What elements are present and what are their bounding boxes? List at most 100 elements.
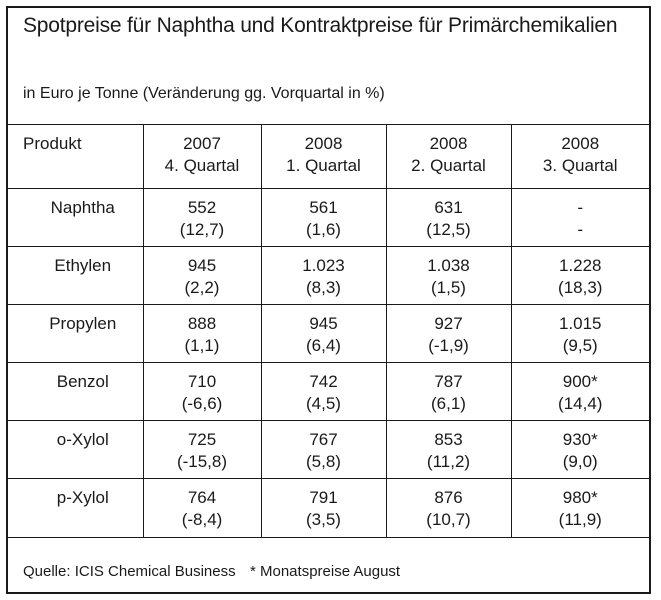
price-cell: 945 (6,4) [260, 304, 386, 363]
table-row-o-xylol: o-Xylol 725 (-15,8) 767 (5,8) 853 (11,2) 93… [8, 420, 649, 479]
price-value: 764 [187, 488, 217, 507]
header-period: 2008 2. Quartal [385, 124, 511, 189]
price-value: 742 [309, 372, 338, 391]
price-cell: 767 (5,8) [260, 420, 386, 479]
price-change: (-6,6) [181, 394, 223, 413]
price-change: (8,3) [306, 278, 341, 297]
header-period: 2007 4. Quartal [142, 124, 261, 189]
price-change: (1,6) [306, 220, 341, 239]
price-change: (12,5) [426, 220, 471, 239]
price-value: 725 [187, 430, 217, 449]
price-change: (14,4) [558, 394, 603, 413]
header-period: 2008 1. Quartal [260, 124, 386, 189]
price-value: 1.023 [302, 256, 345, 275]
price-cell: 927 (-1,9) [385, 304, 511, 363]
table-row-p-xylol: p-Xylol 764 (-8,4) 791 (3,5) 876 (10,7) 980… [8, 478, 649, 537]
price-value: 1.228 [558, 256, 602, 275]
price-cell: 1.038 (1,5) [385, 246, 511, 305]
price-value: 631 [434, 198, 463, 217]
price-change: (6,1) [431, 394, 466, 413]
product-name: Ethylen [8, 246, 143, 305]
price-change: (5,8) [306, 452, 341, 471]
price-change: (9,5) [562, 336, 598, 355]
header-year: 2008 [429, 134, 468, 153]
price-change: (-8,4) [181, 510, 223, 529]
price-value: 1.015 [558, 314, 602, 333]
header-year: 2008 [561, 134, 600, 153]
price-change: (3,5) [306, 510, 341, 529]
price-value: 945 [187, 256, 217, 275]
product-name: Naphtha [8, 188, 143, 247]
price-change: (-1,9) [428, 336, 469, 355]
price-value: 710 [187, 372, 217, 391]
header-quarter: 4. Quartal [164, 156, 240, 175]
price-cell: 787 (6,1) [385, 362, 511, 421]
price-cell: 725 (-15,8) [142, 420, 261, 479]
price-value: 980* [562, 488, 598, 507]
price-cell: 980* (11,9) [510, 478, 649, 537]
price-value: 1.038 [427, 256, 470, 275]
price-change: (11,9) [558, 510, 602, 529]
price-change: (9,0) [562, 452, 598, 471]
price-cell: 742 (4,5) [260, 362, 386, 421]
price-cell: 710 (-6,6) [142, 362, 261, 421]
header-year: 2008 [304, 134, 343, 153]
table-row-propylen: Propylen 888 (1,1) 945 (6,4) 927 (-1,9) 1.0… [8, 304, 649, 363]
price-cell: 1.015 (9,5) [510, 304, 649, 363]
price-change: (1,5) [431, 278, 466, 297]
figure-subtitle: in Euro je Tonne (Veränderung gg. Vorqua… [23, 85, 385, 102]
price-cell: -- [510, 188, 649, 247]
price-change: (18,3) [558, 278, 603, 297]
price-cell: 876 (10,7) [385, 478, 511, 537]
price-cell: 853 (11,2) [385, 420, 511, 479]
table-row-benzol: Benzol 710 (-6,6) 742 (4,5) 787 (6,1) 900* (… [8, 362, 649, 421]
price-value: 767 [309, 430, 338, 449]
header-quarter: 3. Quartal [542, 156, 618, 175]
price-table: Produkt 2007 4. Quartal 2008 1. Quartal 20… [8, 124, 649, 537]
header-quarter: 2. Quartal [411, 156, 486, 175]
price-cell: 631 (12,5) [385, 188, 511, 247]
price-cell: 764 (-8,4) [142, 478, 261, 537]
table-header-row: Produkt 2007 4. Quartal 2008 1. Quartal 20… [8, 124, 649, 189]
price-cell: 900* (14,4) [510, 362, 649, 421]
price-change: (11,2) [426, 452, 471, 471]
header-period: 2008 3. Quartal [510, 124, 649, 189]
price-change: (-15,8) [176, 452, 228, 471]
price-cell: 1.228 (18,3) [510, 246, 649, 305]
price-value: 561 [309, 198, 338, 217]
price-value: 930* [562, 430, 598, 449]
price-cell: 552 (12,7) [142, 188, 261, 247]
price-change: (10,7) [426, 510, 471, 529]
header-quarter: 1. Quartal [286, 156, 361, 175]
price-cell: 791 (3,5) [260, 478, 386, 537]
price-change: (2,2) [184, 278, 220, 297]
price-cell: 945 (2,2) [142, 246, 261, 305]
price-change: (1,1) [184, 336, 220, 355]
price-cell: 1.023 (8,3) [260, 246, 386, 305]
product-name: Benzol [8, 362, 143, 421]
header-product: Produkt [8, 124, 143, 189]
price-value: 927 [434, 314, 463, 333]
price-value: 945 [309, 314, 338, 333]
footnote: * Monatspreise August [250, 563, 401, 580]
price-value: 876 [434, 488, 463, 507]
price-change: (4,5) [306, 394, 341, 413]
price-value: - [577, 198, 584, 217]
price-change: (12,7) [179, 220, 225, 239]
price-cell: 561 (1,6) [260, 188, 386, 247]
price-value: 791 [309, 488, 338, 507]
product-name: Propylen [8, 304, 143, 363]
product-name: p-Xylol [8, 478, 143, 537]
table-row-naphtha: Naphtha 552 (12,7) 561 (1,6) 631 (12,5) -- [8, 188, 649, 247]
price-value: 853 [434, 430, 463, 449]
price-value: 888 [187, 314, 217, 333]
table-row-ethylen: Ethylen 945 (2,2) 1.023 (8,3) 1.038 (1,5) 1… [8, 246, 649, 305]
figure-header: Spotpreise für Naphtha und Kontraktpreis… [8, 8, 649, 124]
price-value: 552 [187, 198, 217, 217]
price-value: 900* [562, 372, 598, 391]
price-cell: 888 (1,1) [142, 304, 261, 363]
price-cell: 930* (9,0) [510, 420, 649, 479]
price-change: - [577, 220, 584, 239]
figure-footer: Quelle: ICIS Chemical Business * Monatsp… [8, 537, 649, 593]
price-value: 787 [434, 372, 463, 391]
